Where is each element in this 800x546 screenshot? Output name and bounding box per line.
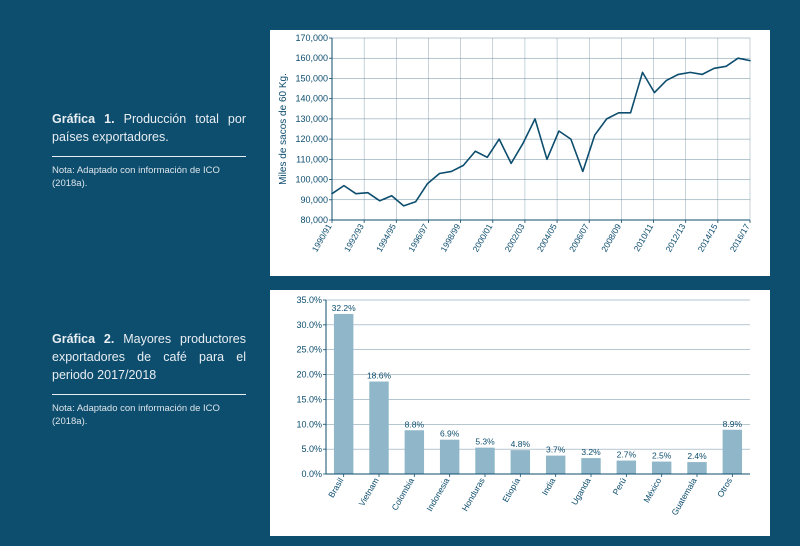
grafica-1-note: Nota: Adaptado con información de ICO (2… [52, 165, 246, 191]
divider [52, 156, 246, 157]
svg-text:170,000: 170,000 [295, 33, 328, 43]
svg-text:2.5%: 2.5% [652, 451, 672, 461]
svg-text:100,000: 100,000 [295, 175, 328, 185]
svg-text:160,000: 160,000 [295, 53, 328, 63]
svg-text:120,000: 120,000 [295, 134, 328, 144]
svg-text:8.8%: 8.8% [405, 419, 425, 429]
grafica-2-title: Gráfica 2. Mayores productores exportado… [52, 330, 246, 384]
svg-text:Miles de sacos de 60 Kg.: Miles de sacos de 60 Kg. [278, 73, 289, 185]
svg-text:18.6%: 18.6% [367, 371, 392, 381]
sidebar-grafica-1: Gráfica 1. Producción total por países e… [0, 110, 270, 191]
svg-text:6.9%: 6.9% [440, 429, 460, 439]
grafica-2-note: Nota: Adaptado con información de ICO (2… [52, 403, 246, 429]
svg-text:5.0%: 5.0% [301, 444, 322, 454]
grafica-2-chart: 0.0% 5.0% 10.0% 15.0% 20.0% 25.0% 30.0% 35.0% 32… [270, 290, 770, 536]
grafica-1-title: Gráfica 1. Producción total por países e… [52, 110, 246, 146]
row-grafica-2: Gráfica 2. Mayores productores exportado… [0, 290, 800, 536]
svg-text:5.3%: 5.3% [475, 437, 495, 447]
svg-text:2.4%: 2.4% [687, 451, 707, 461]
row-grafica-1: Gráfica 1. Producción total por países e… [0, 30, 800, 276]
svg-text:90,000: 90,000 [300, 195, 328, 205]
svg-text:150,000: 150,000 [295, 73, 328, 83]
svg-text:4.8%: 4.8% [511, 439, 531, 449]
svg-text:15.0%: 15.0% [296, 394, 322, 404]
svg-text:140,000: 140,000 [295, 94, 328, 104]
sidebar-grafica-2: Gráfica 2. Mayores productores exportado… [0, 330, 270, 429]
svg-text:8.9%: 8.9% [723, 419, 743, 429]
svg-text:130,000: 130,000 [295, 114, 328, 124]
divider [52, 394, 246, 395]
svg-text:3.7%: 3.7% [546, 445, 566, 455]
svg-text:35.0%: 35.0% [296, 295, 322, 305]
svg-text:0.0%: 0.0% [301, 469, 322, 479]
svg-text:10.0%: 10.0% [296, 419, 322, 429]
svg-text:32.2%: 32.2% [332, 303, 357, 313]
svg-text:2.7%: 2.7% [617, 450, 637, 460]
grafica-1-chart: 80,00090,000100,000110,000120,000130,000… [270, 30, 770, 276]
svg-text:3.2%: 3.2% [581, 447, 601, 457]
svg-text:30.0%: 30.0% [296, 320, 322, 330]
svg-text:25.0%: 25.0% [296, 345, 322, 355]
svg-text:20.0%: 20.0% [296, 370, 322, 380]
svg-text:110,000: 110,000 [296, 154, 328, 164]
